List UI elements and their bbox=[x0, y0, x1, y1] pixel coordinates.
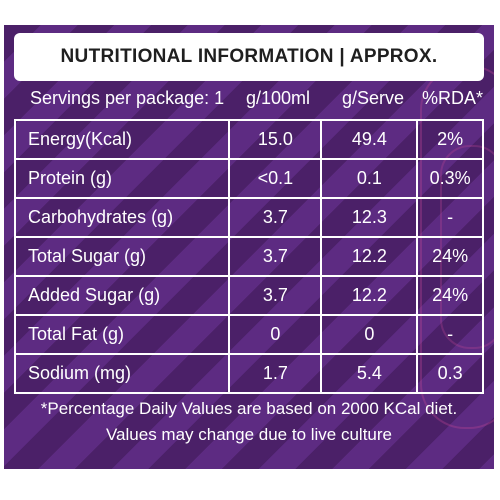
rda-cell: - bbox=[416, 197, 484, 238]
table-row: Sodium (mg) 1.7 5.4 0.3 bbox=[13, 353, 484, 394]
per100ml-cell: 3.7 bbox=[228, 275, 323, 316]
rda-cell: 24% bbox=[416, 275, 484, 316]
rda-cell: 2% bbox=[416, 119, 484, 160]
page-title: NUTRITIONAL INFORMATION | APPROX. bbox=[60, 46, 438, 67]
nutrient-name-cell: Carbohydrates (g) bbox=[13, 197, 231, 238]
per100ml-cell: 1.7 bbox=[228, 353, 323, 394]
servings-label: Servings per package: 1 bbox=[30, 88, 225, 108]
rda-cell: 0.3% bbox=[416, 158, 484, 199]
rda-cell: 0.3 bbox=[416, 353, 484, 394]
perserve-cell: 49.4 bbox=[320, 119, 419, 160]
footnote-line-2: Values may change due to live culture bbox=[105, 425, 393, 444]
table-row: Total Sugar (g) 3.7 12.2 24% bbox=[13, 236, 484, 277]
nutrient-name-cell: Protein (g) bbox=[13, 158, 231, 199]
per100ml-cell: 15.0 bbox=[228, 119, 323, 160]
per100ml-cell: 3.7 bbox=[228, 197, 323, 238]
table-row: Energy(Kcal) 15.0 49.4 2% bbox=[13, 119, 484, 160]
perserve-cell: 12.2 bbox=[320, 236, 419, 277]
nutrient-name-cell: Total Sugar (g) bbox=[13, 236, 231, 277]
per100ml-cell: 0 bbox=[228, 314, 323, 355]
rda-cell: - bbox=[416, 314, 484, 355]
table-row: Total Fat (g) 0 0- bbox=[13, 314, 484, 355]
title-box: NUTRITIONAL INFORMATION | APPROX. bbox=[14, 33, 484, 81]
perserve-cell: 0.1 bbox=[320, 158, 419, 199]
footnote: *Percentage Daily Values are based on 20… bbox=[14, 396, 484, 458]
rda-cell: 24% bbox=[416, 236, 484, 277]
nutrition-table: Energy(Kcal) 15.0 49.4 2% Protein (g) <0.1 0.1… bbox=[13, 119, 484, 394]
footnote-line-1: *Percentage Daily Values are based on 20… bbox=[40, 399, 458, 418]
column-header-rda: %RDA* bbox=[422, 88, 484, 108]
nutrition-table-body: Energy(Kcal) 15.0 49.4 2% Protein (g) <0.1 0.1… bbox=[13, 119, 484, 394]
nutrient-name-cell: Sodium (mg) bbox=[13, 353, 231, 394]
per100ml-cell: <0.1 bbox=[228, 158, 323, 199]
perserve-cell: 0 bbox=[320, 314, 419, 355]
nutrient-name-cell: Total Fat (g) bbox=[13, 314, 231, 355]
perserve-cell: 12.2 bbox=[320, 275, 419, 316]
table-row: Protein (g) <0.1 0.1 0.3% bbox=[13, 158, 484, 199]
nutrient-name-cell: Added Sugar (g) bbox=[13, 275, 231, 316]
nutrient-name-cell: Energy(Kcal) bbox=[13, 119, 231, 160]
per100ml-cell: 3.7 bbox=[228, 236, 323, 277]
column-header-per100: g/100ml bbox=[246, 88, 311, 108]
perserve-cell: 5.4 bbox=[320, 353, 419, 394]
table-row: Added Sugar (g) 3.7 12.2 24% bbox=[13, 275, 484, 316]
perserve-cell: 12.3 bbox=[320, 197, 419, 238]
table-header: Servings per package: 1 g/100ml g/Serve … bbox=[14, 82, 484, 116]
table-row: Carbohydrates (g) 3.7 12.3- bbox=[13, 197, 484, 238]
column-header-perserve: g/Serve bbox=[342, 88, 405, 108]
